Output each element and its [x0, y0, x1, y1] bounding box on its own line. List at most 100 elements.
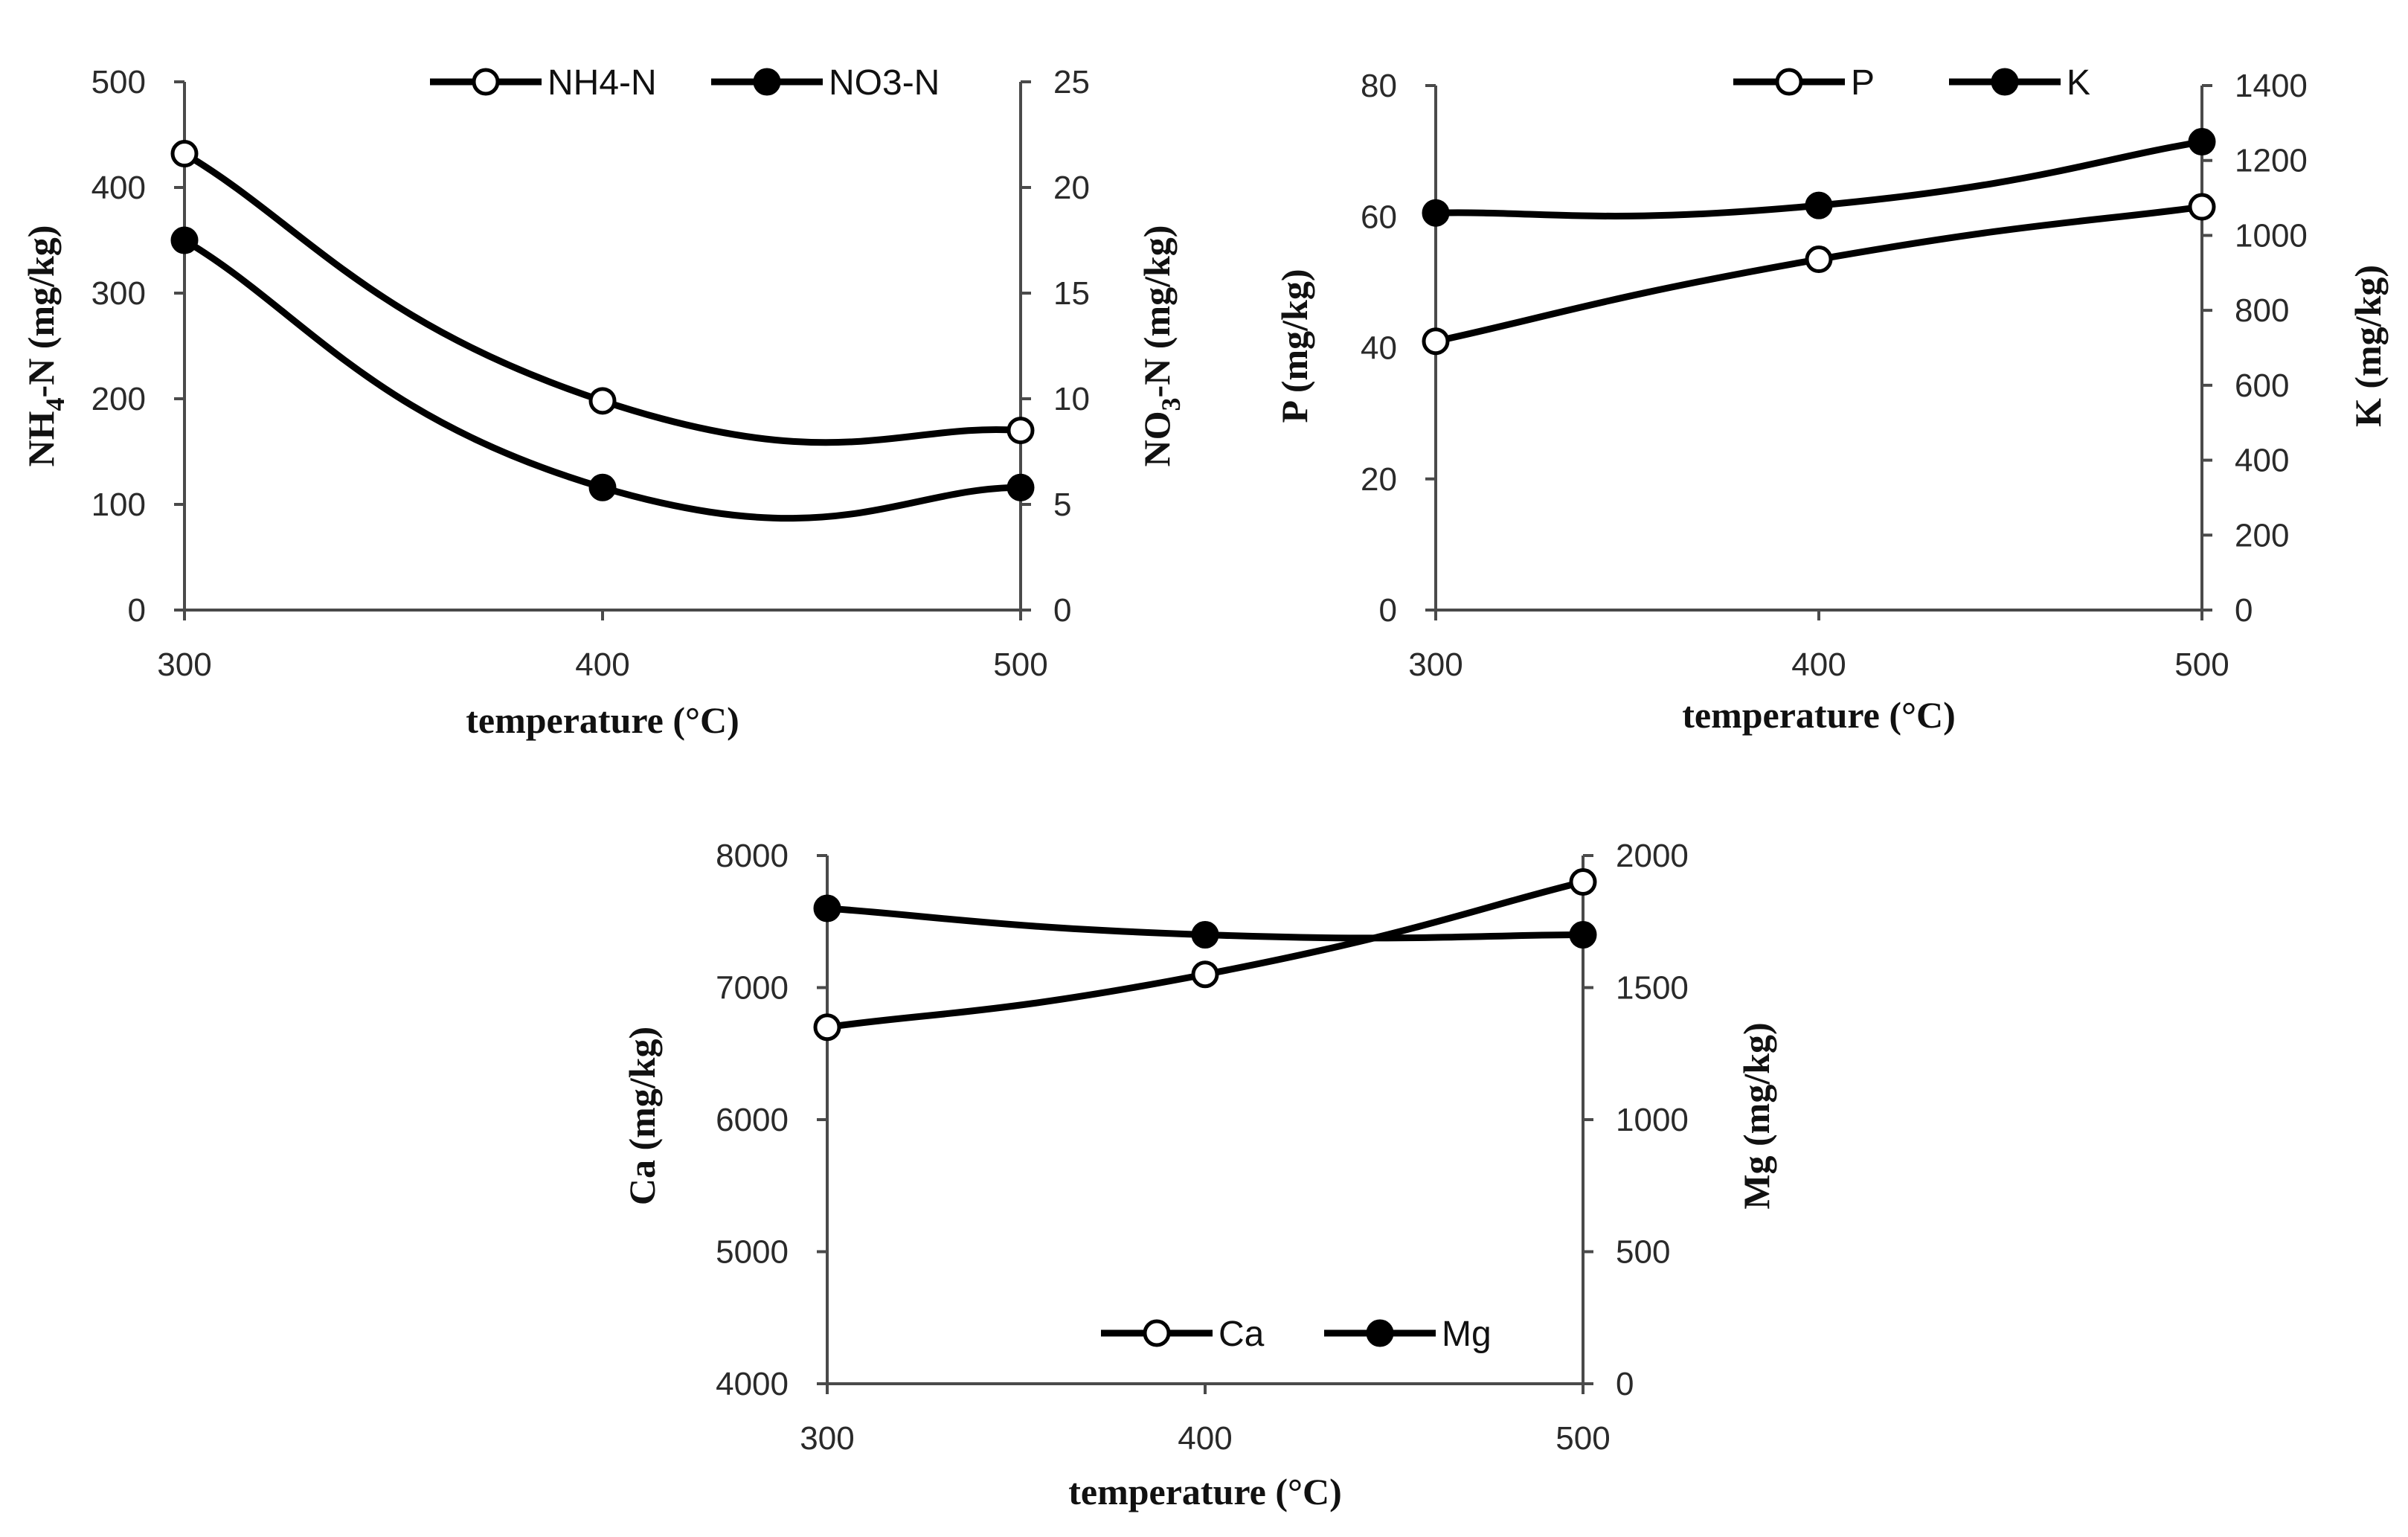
y-axis-title-base: Ca (mg/kg) [621, 1027, 663, 1205]
y-left-tick-label: 5000 [716, 1234, 789, 1271]
y-right-tick-label: 20 [1053, 170, 1090, 206]
data-point-no3-n [170, 226, 199, 254]
y-right-tick-label: 15 [1053, 275, 1090, 312]
x-tick-label: 400 [575, 646, 629, 683]
legend-entry-no3-n: NO3-N [711, 63, 940, 103]
y-left-tick-label: 200 [91, 381, 146, 417]
legend-entry-mg: Mg [1324, 1315, 1492, 1354]
x-tick-label: 300 [157, 646, 211, 683]
y-axis-title-right: NO3-N (mg/kg) [1136, 225, 1186, 467]
data-point-p [1422, 327, 1450, 356]
data-point-ca [813, 1013, 841, 1042]
y-axis-title-right: K (mg/kg) [2347, 265, 2389, 427]
legend-entry-k: K [1949, 63, 2090, 103]
y-right-tick-label: 0 [1616, 1366, 1634, 1402]
y-right-tick-label: 800 [2235, 292, 2289, 329]
x-tick-label: 300 [1408, 646, 1463, 683]
y-right-tick-label: 400 [2235, 443, 2289, 479]
legend-entry-ca: Ca [1101, 1315, 1265, 1354]
y-right-tick-label: 500 [1616, 1234, 1670, 1271]
data-point-nh4-n [588, 387, 617, 415]
y-axis-title-base: P (mg/kg) [1274, 269, 1315, 423]
data-point-nh4-n [170, 140, 199, 168]
y-left-tick-label: 100 [91, 487, 146, 523]
x-axis-title: temperature (°C) [1068, 1471, 1342, 1512]
data-point-k [2188, 128, 2216, 156]
y-axis-title-base: Mg (mg/kg) [1736, 1022, 1777, 1209]
y-right-tick-label: 2000 [1616, 838, 1689, 874]
y-right-tick-label: 1000 [1616, 1102, 1689, 1138]
data-point-mg [1191, 921, 1219, 949]
y-left-tick-label: 500 [91, 64, 146, 100]
y-left-tick-label: 6000 [716, 1102, 789, 1138]
data-point-k [1805, 191, 1833, 219]
y-right-tick-label: 0 [1053, 592, 1071, 629]
legend-label: Ca [1219, 1315, 1265, 1354]
y-left-tick-label: 4000 [716, 1366, 789, 1402]
chart-panel-top-right: 300 400 5000204060800200400600800100012001… [1274, 63, 2389, 736]
x-tick-label: 400 [1791, 646, 1846, 683]
y-left-tick-label: 80 [1361, 68, 1397, 104]
y-axis-title-left: Ca (mg/kg) [621, 1027, 663, 1205]
data-point-nh4-n [1006, 417, 1035, 445]
series-line-p [1432, 203, 2206, 345]
data-point-ca [1569, 868, 1597, 896]
legend-marker [1991, 68, 2019, 96]
y-axis-title-base: K (mg/kg) [2347, 265, 2389, 427]
data-point-no3-n [1006, 473, 1035, 501]
data-point-k [1422, 199, 1450, 227]
x-tick-label: 300 [800, 1420, 854, 1457]
y-left-tick-label: 8000 [716, 838, 789, 874]
y-left-tick-label: 7000 [716, 970, 789, 1007]
series-line-ca [823, 879, 1587, 1031]
legend-label: Mg [1442, 1315, 1492, 1354]
y-right-tick-label: 1400 [2235, 68, 2308, 104]
y-axis-title-base: NH [20, 411, 62, 466]
data-point-mg [813, 894, 841, 922]
y-right-tick-label: 200 [2235, 517, 2289, 553]
y-right-tick-label: 0 [2235, 592, 2253, 629]
legend-marker [1775, 68, 1803, 96]
legend-label: K [2067, 63, 2090, 103]
y-left-tick-label: 0 [128, 592, 146, 629]
legend-label: NH4-N [548, 63, 657, 103]
y-axis-title-base: NO [1136, 411, 1178, 466]
y-axis-title-left: P (mg/kg) [1274, 269, 1315, 423]
y-left-tick-label: 40 [1361, 330, 1397, 367]
y-axis-title-subscript: 4 [40, 397, 70, 411]
y-right-tick-label: 1200 [2235, 143, 2308, 179]
y-left-tick-label: 60 [1361, 199, 1397, 235]
data-point-mg [1569, 921, 1597, 949]
legend-marker [753, 68, 781, 96]
x-tick-label: 400 [1178, 1420, 1232, 1457]
data-point-no3-n [588, 473, 617, 501]
y-left-tick-label: 0 [1379, 592, 1397, 629]
y-right-tick-label: 600 [2235, 368, 2289, 404]
x-axis-title: temperature (°C) [1682, 694, 1956, 736]
x-tick-label: 500 [1555, 1420, 1610, 1457]
chart-panel-top-left: 300 400 50001002003004005000510152025tempe… [20, 63, 1186, 741]
y-left-tick-label: 400 [91, 170, 146, 206]
x-tick-label: 500 [2174, 646, 2229, 683]
legend-entry-p: P [1733, 63, 1875, 103]
data-point-p [1805, 246, 1833, 274]
data-point-p [2188, 193, 2216, 221]
y-axis-title-right: Mg (mg/kg) [1736, 1022, 1777, 1209]
chart-panel-bottom-center: 300 400 5004000500060007000800005001000150… [621, 838, 1777, 1512]
y-axis-title-rest: -N (mg/kg) [1136, 225, 1178, 398]
legend-label: P [1851, 63, 1875, 103]
x-tick-label: 500 [993, 646, 1047, 683]
data-point-ca [1191, 960, 1219, 989]
y-right-tick-label: 25 [1053, 64, 1090, 100]
y-left-tick-label: 300 [91, 275, 146, 312]
y-axis-title-left: NH4-N (mg/kg) [20, 225, 70, 467]
x-axis-title: temperature (°C) [466, 699, 739, 741]
y-right-tick-label: 1500 [1616, 970, 1689, 1007]
legend-marker [472, 68, 500, 96]
y-left-tick-label: 20 [1361, 461, 1397, 498]
legend-entry-nh4-n: NH4-N [430, 63, 657, 103]
y-axis-title-subscript: 3 [1156, 397, 1186, 411]
y-axis-title-rest: -N (mg/kg) [20, 225, 62, 398]
y-right-tick-label: 1000 [2235, 217, 2308, 254]
